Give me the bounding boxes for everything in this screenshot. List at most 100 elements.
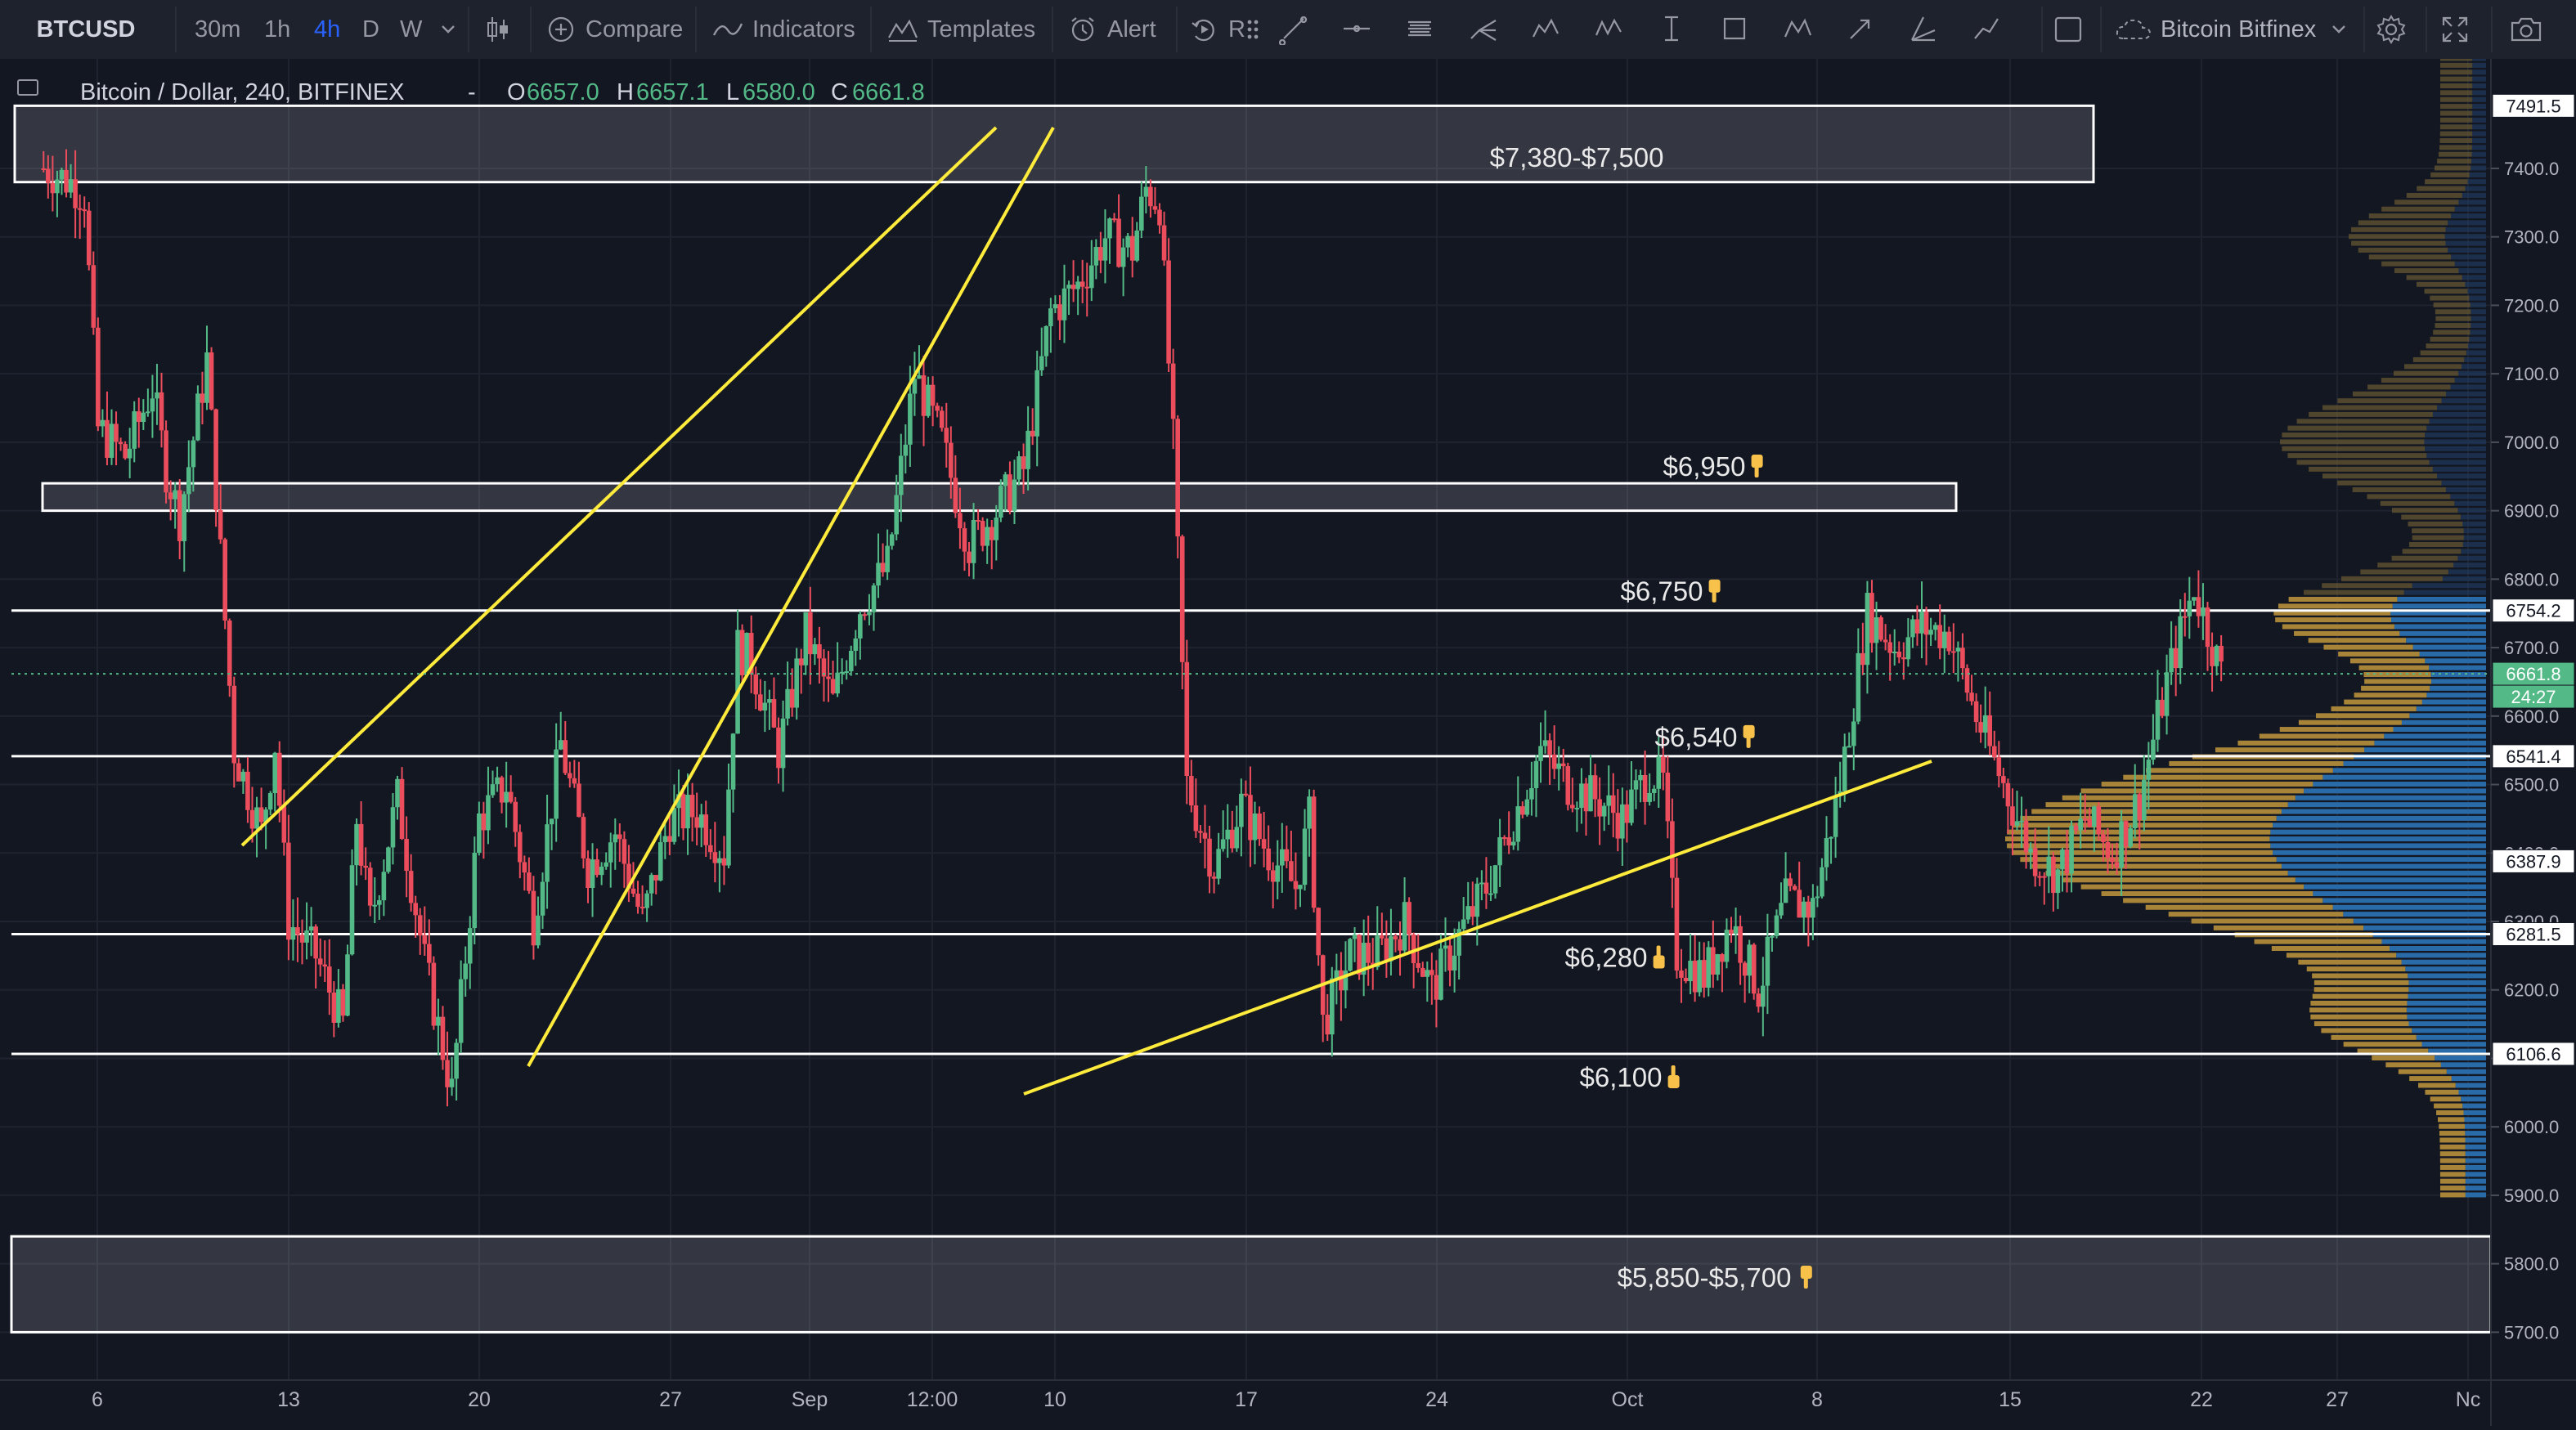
candle-body-up	[2178, 616, 2183, 669]
candle-body-up	[2146, 760, 2152, 780]
drawing-tool-button[interactable]	[1405, 0, 1436, 59]
price-zone-box[interactable]	[10, 1235, 2493, 1334]
price-marker[interactable]	[2492, 921, 2575, 946]
candle-body-up	[1761, 985, 1766, 1007]
volume-profile-bar-down	[2310, 1014, 2408, 1020]
volume-profile-bar-down	[2439, 110, 2473, 116]
volume-profile-bar-up	[2451, 213, 2486, 219]
candle-body-down	[1923, 612, 1929, 635]
interval-30m-button[interactable]: 30m	[195, 0, 240, 59]
volume-profile-bar-down	[2279, 439, 2425, 445]
candle-body-up	[971, 519, 976, 563]
interval-1h-button[interactable]: 1h	[264, 0, 290, 59]
price-zone-box[interactable]	[13, 104, 2095, 184]
volume-profile-bar-down	[2080, 788, 2304, 794]
candle-body-up	[1298, 885, 1303, 890]
interval-d-button[interactable]: D	[362, 0, 379, 59]
drawing-tool-button[interactable]	[1657, 0, 1688, 59]
fullscreen-button[interactable]	[2440, 0, 2470, 59]
volume-profile-bar-down	[2031, 863, 2282, 869]
candle-body-down	[1021, 456, 1026, 469]
price-marker[interactable]	[2492, 849, 2575, 873]
volume-profile-bar-down	[2430, 295, 2470, 301]
legend-collapse-icon[interactable]	[17, 79, 38, 96]
interval-dropdown-button[interactable]	[440, 0, 456, 59]
volume-profile-bar-up	[2407, 1014, 2486, 1020]
volume-profile-bar-down	[2403, 364, 2462, 370]
price-marker[interactable]	[2492, 744, 2575, 769]
drawing-tool-button[interactable]	[1468, 0, 1499, 59]
time-axis[interactable]: 6 13 20 27 Sep 12:00 10 17 24 Oct 8 15 22 27 Nc	[92, 1388, 2480, 1411]
drawing-tool-button[interactable]	[1342, 0, 1373, 59]
chart-style-button[interactable]	[484, 0, 512, 59]
drawing-tool-button[interactable]	[1909, 0, 1940, 59]
price-marker[interactable]	[2492, 93, 2575, 118]
trend-line[interactable]	[240, 126, 998, 847]
volume-profile-bar-down	[2430, 336, 2470, 342]
price-marker[interactable]	[2492, 598, 2575, 623]
candle-body-up	[467, 928, 473, 964]
chart-area[interactable]: $7,380-$7,500 $6,950 $5,850-$5,700 $6,750 $6…	[0, 56, 2576, 1426]
volume-profile-bar-up	[2460, 514, 2486, 520]
volume-profile-bar-up	[2472, 124, 2486, 130]
volume-profile-bar-down	[2402, 549, 2462, 554]
candle-body-down	[953, 477, 958, 513]
candle-body-down	[64, 169, 69, 193]
price-marker[interactable]	[2492, 1042, 2575, 1066]
volume-profile-bar-up	[2472, 62, 2486, 68]
volume-profile-bar-down	[2020, 857, 2277, 863]
price-axis[interactable]: 5700.05800.05900.06000.06100.06200.06300…	[2491, 93, 2575, 1343]
volume-profile-bar-down	[2306, 966, 2406, 972]
drawing-tool-button[interactable]	[1720, 0, 1751, 59]
candle-body-up	[1302, 828, 1308, 885]
drawing-tool-button[interactable]	[1783, 0, 1814, 59]
compare-button[interactable]: Compare	[546, 0, 683, 59]
drawing-tool-button[interactable]	[1531, 0, 1562, 59]
indicators-button[interactable]: Indicators	[711, 0, 855, 59]
candle-body-down	[568, 773, 572, 778]
drawing-tool-button[interactable]	[1846, 0, 1877, 59]
symbol-search-button[interactable]: BTCUSD	[0, 0, 172, 59]
price-marker[interactable]	[2492, 661, 2575, 686]
candle-body-up	[1542, 740, 1548, 746]
candle-body-up	[1574, 808, 1580, 810]
candle-body-up	[2201, 607, 2206, 616]
trend-line[interactable]	[1023, 760, 1932, 1096]
interval-w-button[interactable]: W	[400, 0, 422, 59]
drawing-tool-button[interactable]	[1279, 0, 1310, 59]
volume-profile-bar-up	[2451, 254, 2486, 260]
candle-body-up	[676, 794, 681, 809]
layout-menu-button[interactable]: Bitcoin Bitfinex	[2115, 0, 2347, 59]
volume-profile-bar-down	[2352, 391, 2447, 397]
time-tick-label: 27	[2326, 1388, 2349, 1411]
hand-finger	[1803, 1277, 1808, 1289]
drawing-tool-button[interactable]	[1594, 0, 1625, 59]
volume-profile-bar-down	[2007, 843, 2271, 849]
volume-profile-bar-up	[2472, 69, 2486, 75]
top-toolbar: BTCUSD 30m 1h 4h D W Compare Indicators …	[0, 0, 2576, 61]
snapshot-button[interactable]	[2509, 0, 2543, 59]
price-chart-canvas[interactable]: $7,380-$7,500 $6,950 $5,850-$5,700 $6,750 $6…	[0, 56, 2576, 1426]
volume-profile-bar-down	[2031, 809, 2282, 814]
templates-button[interactable]: Templates	[886, 0, 1035, 59]
volume-profile-bar-up	[2461, 1096, 2486, 1102]
volume-profile-bar-up	[2458, 199, 2486, 205]
candle-body-down	[2219, 645, 2224, 662]
drawing-toolbar-handle[interactable]	[1246, 0, 1266, 59]
volume-profile-bar-up	[2416, 706, 2486, 711]
replay-button[interactable]: R	[1189, 0, 1245, 59]
candle-body-up	[644, 893, 649, 908]
interval-4h-button[interactable]: 4h	[314, 0, 340, 59]
settings-button[interactable]	[2375, 0, 2408, 59]
trend-line[interactable]	[527, 127, 1055, 1067]
trend-lines[interactable]	[240, 126, 1932, 1096]
candle-body-up	[2069, 826, 2074, 874]
alert-button[interactable]: Alert	[1068, 0, 1156, 59]
candle-body-up	[1811, 898, 1815, 918]
volume-profile-bar-down	[2322, 473, 2437, 479]
volume-profile-bar-down	[2020, 815, 2277, 821]
candle-body-up	[726, 789, 731, 866]
candle-body-down	[1148, 186, 1153, 207]
shapes-button[interactable]	[2053, 0, 2084, 59]
drawing-tool-button[interactable]	[1972, 0, 2003, 59]
